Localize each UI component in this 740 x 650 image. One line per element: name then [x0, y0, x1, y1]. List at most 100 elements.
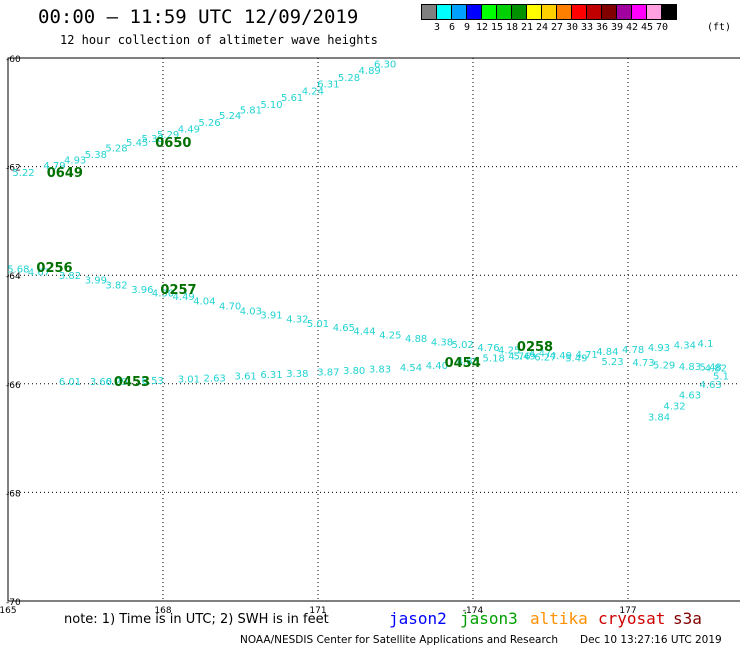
- legend-label: 45: [640, 22, 654, 33]
- swh-reading: 6.31: [317, 80, 339, 91]
- lon-tick-label: 171: [309, 606, 326, 616]
- swh-reading: 4.88: [405, 334, 427, 345]
- legend-swatch: [586, 4, 602, 20]
- legend-label: 21: [520, 22, 534, 33]
- swh-reading: 4.89: [359, 66, 381, 77]
- swh-reading: 4.63: [679, 391, 701, 402]
- swh-reading: 4.44: [353, 327, 375, 338]
- swh-reading: 3.80: [343, 366, 365, 377]
- swh-reading: 4.65: [333, 323, 355, 334]
- swh-reading: 6.30: [374, 59, 396, 70]
- legend-swatch: [511, 4, 527, 20]
- legend-swatch: [436, 4, 452, 20]
- credit-line: NOAA/NESDIS Center for Satellite Applica…: [240, 634, 558, 646]
- swh-reading: 4.84: [596, 347, 618, 358]
- swh-reading: 5.38: [142, 134, 164, 145]
- pass-time-label: 0256: [36, 261, 72, 276]
- swh-reading: 5.48: [700, 362, 722, 373]
- swh-reading: 6.29: [105, 377, 127, 388]
- legend-label: 9: [463, 22, 471, 33]
- swh-reading: 4.67: [28, 267, 50, 278]
- swh-reading: 4.40: [426, 361, 448, 372]
- swh-reading: 4.25: [379, 330, 401, 341]
- pass-time-label: 0258: [517, 340, 553, 355]
- map-frame: [7, 57, 740, 602]
- swh-reading: 4.32: [286, 315, 308, 326]
- swh-reading: 5.49: [565, 354, 587, 365]
- legend-label: 30: [565, 22, 579, 33]
- swh-reading: 3.61: [235, 372, 257, 383]
- legend-label: 3: [433, 22, 441, 33]
- swh-reading: 4.25: [498, 346, 520, 357]
- swh-reading: 5.24: [219, 111, 241, 122]
- page-subtitle: 12 hour collection of altimeter wave hei…: [60, 33, 378, 47]
- swh-reading: 5.28: [105, 144, 127, 155]
- satellite-jason3: jason3: [460, 609, 518, 628]
- swh-reading: 5.61: [281, 93, 303, 104]
- swh-reading: 5.02: [452, 340, 474, 351]
- legend-label: 33: [580, 22, 594, 33]
- lat-tick-label: -64: [6, 272, 21, 282]
- satellite-s3a: s3a: [673, 609, 702, 628]
- legend-swatch: [421, 4, 437, 20]
- swh-reading: 5.29: [653, 360, 675, 371]
- legend-swatch: [556, 4, 572, 20]
- swh-reading: 4.49: [550, 351, 572, 362]
- legend-swatch: [661, 4, 677, 20]
- legend-swatch: [616, 4, 632, 20]
- swh-reading: 5.26: [198, 118, 220, 129]
- lat-tick-label: -66: [6, 381, 21, 391]
- lat-tick-label: -60: [6, 55, 21, 65]
- legend-swatch: [541, 4, 557, 20]
- pass-time-label: 0453: [114, 375, 150, 390]
- legend-swatch: [631, 4, 647, 20]
- swh-reading: 5.1: [713, 372, 729, 383]
- swh-reading: 4.76: [508, 352, 530, 363]
- lat-tick-label: -62: [6, 164, 21, 174]
- satellite-cryosat: cryosat: [598, 609, 666, 628]
- swh-reading: 5.81: [240, 106, 262, 117]
- swh-reading: 4.79: [43, 161, 65, 172]
- legend-swatch: [526, 4, 542, 20]
- swh-reading: 5.18: [483, 354, 505, 365]
- swh-reading: 4.38: [431, 337, 453, 348]
- pass-time-label: 0257: [160, 283, 196, 298]
- legend-label: 18: [505, 22, 519, 33]
- swh-reading: 4.70: [219, 302, 241, 313]
- lat-tick-label: -68: [6, 489, 21, 499]
- swh-reading: 5.45: [126, 138, 148, 149]
- swh-reading: 4.73: [632, 358, 654, 369]
- swh-reading: 5.68: [7, 265, 29, 276]
- swh-reading: 4.83: [679, 362, 701, 373]
- swh-reading: 3.60: [90, 377, 112, 388]
- swh-reading: 4.03: [240, 306, 262, 317]
- legend-label: 42: [625, 22, 639, 33]
- pass-time-label: 0649: [47, 166, 83, 181]
- swh-reading: 4.49: [173, 292, 195, 303]
- swh-reading: 4.34: [674, 341, 696, 352]
- swh-reading: 3.82: [105, 280, 127, 291]
- swh-reading: 3.01: [178, 374, 200, 385]
- color-legend: 3 6 9 12 15 18 21 24 27 30 33 36 39 42 45 70 (ft): [421, 4, 731, 34]
- swh-reading: 3.38: [286, 369, 308, 380]
- legend-label: 12: [475, 22, 489, 33]
- swh-reading: 5.49: [514, 352, 536, 363]
- pass-time-label: 0454: [445, 356, 481, 371]
- swh-reading: 4.76: [477, 343, 499, 354]
- lon-tick-label: 165: [0, 606, 17, 616]
- legend-swatch: [496, 4, 512, 20]
- lon-tick-label: -174: [463, 606, 484, 616]
- lon-tick-label: 177: [619, 606, 636, 616]
- legend-label: 6: [448, 22, 456, 33]
- swh-reading: 4.54: [400, 363, 422, 374]
- swh-reading: 4.88: [457, 356, 479, 367]
- page-title: 00:00 – 11:59 UTC 12/09/2019: [38, 6, 359, 28]
- swh-reading: 4.93: [648, 343, 670, 354]
- swh-reading: 5.28: [338, 73, 360, 84]
- lat-tick-label: -70: [6, 598, 21, 608]
- swh-reading: 2.63: [204, 373, 226, 384]
- swh-reading: 5.10: [260, 100, 282, 111]
- swh-reading: 6.27: [534, 353, 556, 364]
- swh-reading: 4.1: [698, 339, 714, 350]
